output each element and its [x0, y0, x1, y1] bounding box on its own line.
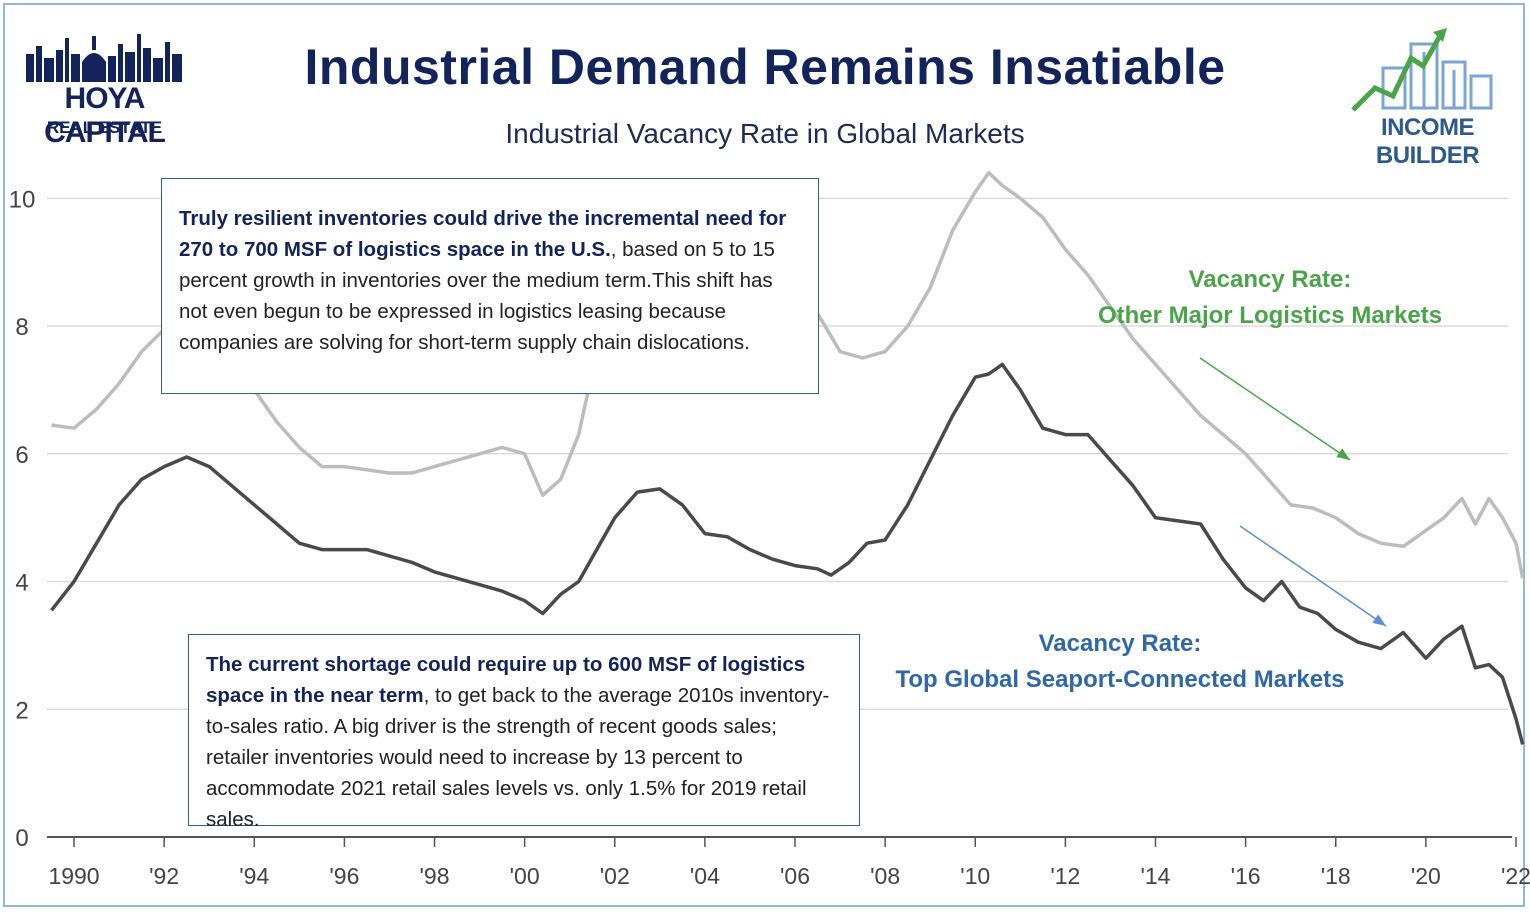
hoya-capital-sub: REAL ESTATE: [46, 118, 163, 137]
y-tick-label: 0: [15, 825, 28, 852]
chart-frame: [3, 3, 1525, 907]
income-builder-name: INCOME BUILDER: [1375, 114, 1480, 169]
chart-subtitle: Industrial Vacancy Rate in Global Market…: [505, 118, 1025, 149]
label-top-markets-line2: Top Global Seaport-Connected Markets: [895, 666, 1345, 693]
arrow-top-markets-shaft: [1239, 525, 1387, 627]
x-tick-label: '16: [1231, 863, 1261, 889]
x-tick-label: '10: [960, 863, 990, 889]
x-tick-label: '18: [1321, 863, 1351, 889]
x-tick-label: '96: [329, 863, 359, 889]
label-top-markets: Vacancy Rate: Top Global Seaport-Connect…: [880, 626, 1360, 698]
x-tick-label: '94: [239, 863, 269, 889]
arrow-other-markets-shaft: [1199, 357, 1351, 461]
x-tick-label: '14: [1141, 863, 1171, 889]
label-other-markets-line2: Other Major Logistics Markets: [1097, 302, 1443, 329]
city-skyline-icon: [26, 34, 182, 82]
x-tick-label: '22: [1501, 863, 1530, 889]
x-tick-label: 1990: [48, 863, 99, 889]
x-tick-label: '04: [690, 863, 720, 889]
y-tick-label: 8: [15, 314, 28, 341]
x-tick-label: '00: [510, 863, 540, 889]
label-top-markets-line1: Vacancy Rate:: [1038, 630, 1202, 657]
x-tick-label: '98: [420, 863, 450, 889]
annotation-box-shortage-text: , to get back to the average 2010s inven…: [206, 684, 830, 831]
annotation-box-inventories-text: , based on 5 to 15 percent growth in inv…: [179, 238, 775, 354]
y-tick-label: 6: [15, 442, 28, 469]
y-tick-label: 2: [15, 697, 28, 724]
rising-buildings-icon: [1351, 28, 1493, 112]
x-tick-label: '02: [600, 863, 630, 889]
x-tick-label: '06: [780, 863, 810, 889]
label-other-markets-line1: Vacancy Rate:: [1188, 266, 1352, 293]
y-tick-label: 10: [9, 186, 36, 213]
hoya-capital-name: HOYA CAPITAL: [44, 82, 166, 149]
annotation-box-inventories: Truly resilient inventories could drive …: [161, 178, 819, 394]
annotation-box-shortage: The current shortage could require up to…: [188, 634, 860, 831]
series-line-top-markets: [50, 362, 1525, 745]
chart-title: Industrial Demand Remains Insatiable: [304, 39, 1226, 95]
x-tick-label: '12: [1050, 863, 1080, 889]
x-tick-label: '92: [149, 863, 179, 889]
income-builder-logo: INCOME BUILDER: [1345, 24, 1510, 169]
label-other-markets: Vacancy Rate: Other Major Logistics Mark…: [1070, 262, 1470, 334]
x-tick-label: '20: [1411, 863, 1441, 889]
annotation-box-shortage-bold: The current shortage could require up to…: [206, 653, 806, 707]
arrow-other-markets-head: [1336, 448, 1350, 460]
y-tick-label: 4: [15, 570, 28, 597]
annotation-box-inventories-bold: Truly resilient inventories could drive …: [179, 207, 787, 261]
arrow-top-markets-head: [1372, 614, 1386, 626]
hoya-capital-logo: HOYA CAPITAL REAL ESTATE: [22, 24, 187, 149]
x-tick-label: '08: [870, 863, 900, 889]
